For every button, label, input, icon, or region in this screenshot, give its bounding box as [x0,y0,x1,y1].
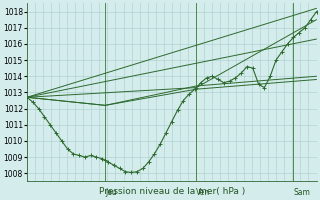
Text: Jeu: Jeu [105,188,117,197]
Text: Ven: Ven [196,188,211,197]
Text: Sam: Sam [293,188,310,197]
X-axis label: Pression niveau de la mer( hPa ): Pression niveau de la mer( hPa ) [99,187,245,196]
